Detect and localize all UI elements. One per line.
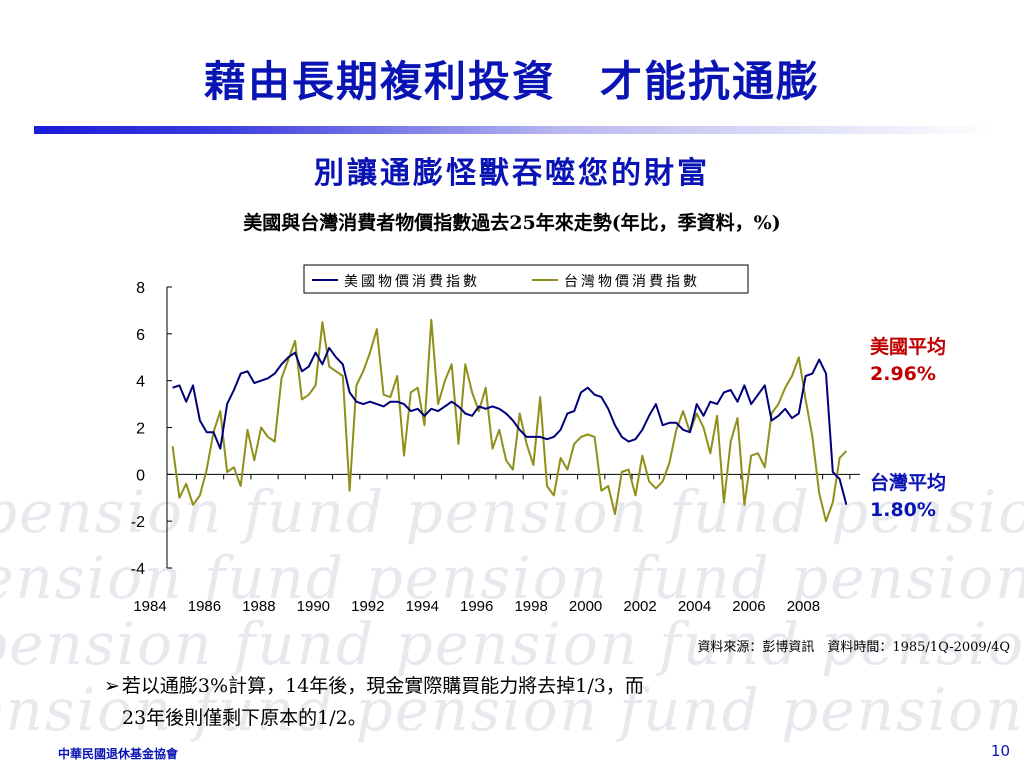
bullet-note-line-1: 若以通膨3%計算，14年後，現金實際購買能力將去掉1/3，而 [104, 670, 644, 702]
chart-legend: 美國物價消費指數 台灣物價消費指數 [303, 264, 749, 294]
bullet-note-line-2: 23年後則僅剩下原本的1/2。 [122, 707, 367, 729]
x-tick-label: 1984 [133, 598, 166, 615]
y-tick-label: 8 [136, 280, 145, 297]
x-tick-label: 1994 [406, 598, 439, 615]
legend-label-tw: 台灣物價消費指數 [564, 273, 700, 290]
x-axis-ticks: 1984 1986 1988 1990 1992 1994 1996 1998 2000 2002… [133, 474, 851, 615]
bullet-note: 若以通膨3%計算，14年後，現金實際購買能力將去掉1/3，而 23年後則僅剩下原… [104, 670, 644, 734]
tw-average-label: 台灣平均 [870, 472, 947, 494]
footer-organization: 中華民國退休基金協會 [58, 747, 179, 761]
y-axis-ticks: 8 6 4 2 0 -2 -4 [131, 280, 172, 578]
slide-title: 藉由長期複利投資 才能抗通膨 [203, 57, 820, 106]
y-tick-label: 0 [136, 467, 145, 484]
x-tick-label: 1986 [188, 598, 221, 615]
y-tick-label: 4 [136, 374, 145, 391]
slide-subtitle: 別讓通膨怪獸吞噬您的財富 [314, 156, 710, 191]
x-tick-label: 1996 [460, 598, 493, 615]
title-underline [34, 126, 994, 134]
x-tick-label: 1990 [297, 598, 330, 615]
series-lines [171, 318, 848, 523]
x-tick-label: 1992 [351, 598, 384, 615]
legend-box [303, 264, 749, 294]
x-tick-label: 2002 [623, 598, 656, 615]
x-tick-label: 2000 [569, 598, 602, 615]
x-tick-label: 2004 [678, 598, 711, 615]
us-average-label: 美國平均 [870, 336, 947, 358]
y-tick-label: 2 [136, 421, 145, 438]
us-average-annotation: 美國平均 2.96% [870, 334, 946, 388]
chart-axes [166, 287, 860, 568]
y-tick-label: -4 [131, 561, 145, 578]
x-tick-label: 1998 [514, 598, 547, 615]
x-tick-label: 2006 [732, 598, 765, 615]
page-number: 10 [990, 742, 1010, 760]
legend-label-us: 美國物價消費指數 [344, 273, 480, 290]
y-tick-label: -2 [131, 514, 145, 531]
us-cpi-line [172, 346, 848, 506]
chart-title: 美國與台灣消費者物價指數過去25年來走勢(年比，季資料，%) [243, 212, 781, 234]
tw-cpi-line [171, 318, 848, 523]
tw-average-annotation: 台灣平均 1.80% [870, 470, 946, 524]
tw-average-value: 1.80% [870, 499, 936, 521]
y-tick-label: 6 [136, 327, 145, 344]
data-source-note: 資料來源：彭博資訊 資料時間：1985/1Q-2009/4Q [697, 640, 1010, 655]
x-tick-label: 1988 [242, 598, 275, 615]
us-average-value: 2.96% [870, 363, 936, 385]
x-tick-label: 2008 [787, 598, 820, 615]
